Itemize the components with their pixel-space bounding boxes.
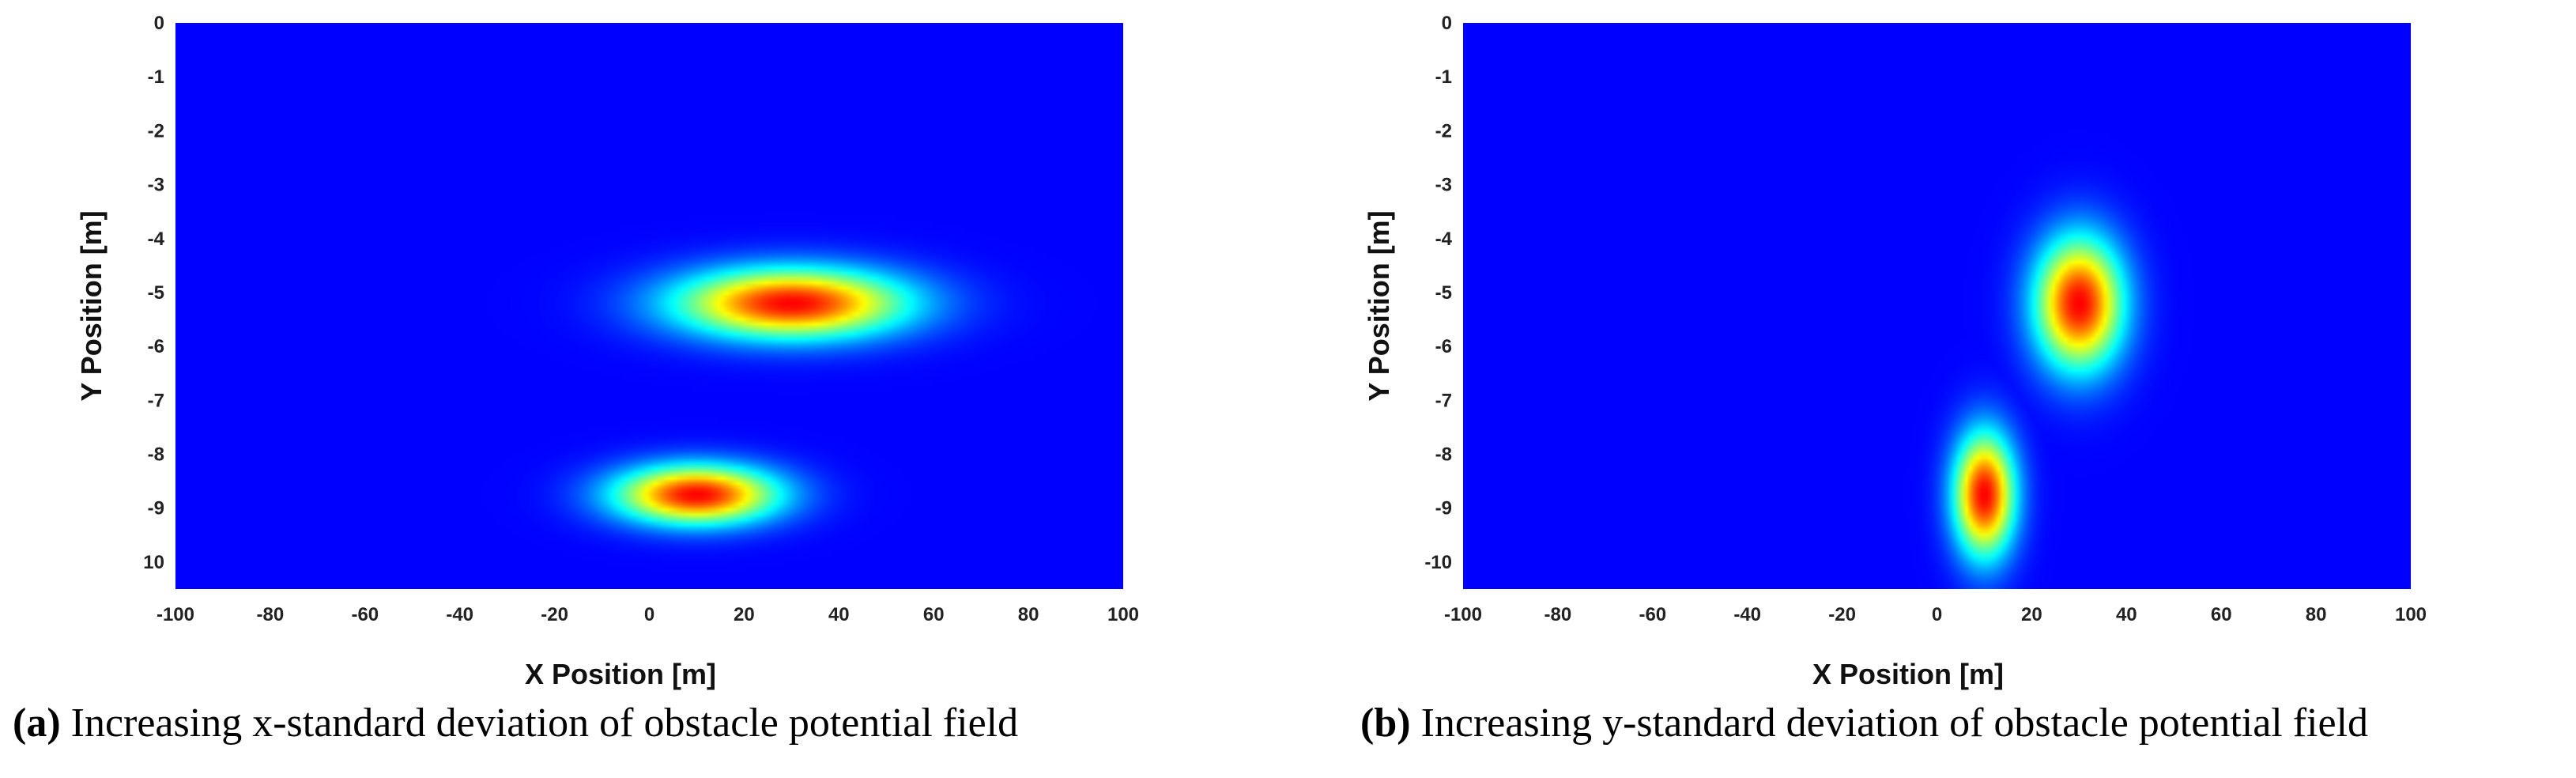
y-tick-label: -7 xyxy=(1435,390,1452,411)
y-tick-label: -3 xyxy=(148,175,164,196)
y-ticks-b: 0 -1 -2 -3 -4 -5 -6 -7 -8 -9 -10 xyxy=(1424,13,1452,573)
y-tick-label: -6 xyxy=(1435,336,1452,357)
x-tick-label: 40 xyxy=(828,604,850,625)
x-tick-label: -20 xyxy=(1828,604,1856,625)
y-tick-label: -8 xyxy=(1435,444,1452,466)
x-axis-label-a: X Position [m] xyxy=(525,658,716,690)
x-axis-label-b: X Position [m] xyxy=(1812,658,2004,690)
y-axis-label-b: Y Position [m] xyxy=(1363,210,1395,401)
x-tick-label: -60 xyxy=(1639,604,1666,625)
x-tick-label: 100 xyxy=(1107,604,1139,625)
x-tick-label: 80 xyxy=(1018,604,1039,625)
y-tick-label: 0 xyxy=(1442,13,1452,34)
x-tick-label: -100 xyxy=(1444,604,1482,625)
x-ticks-b: -100 -80 -60 -40 -20 0 20 40 60 80 100 xyxy=(1444,604,2427,625)
x-tick-label: -100 xyxy=(157,604,194,625)
y-ticks-a: 0 -1 -2 -3 -4 -5 -6 -7 -8 -9 10 xyxy=(143,13,164,573)
y-tick-label: -5 xyxy=(148,282,164,304)
x-tick-label: 80 xyxy=(2306,604,2327,625)
y-tick-label: -5 xyxy=(1435,282,1452,304)
x-tick-label: -80 xyxy=(257,604,285,625)
y-tick-label: -1 xyxy=(148,66,164,88)
x-tick-label: 0 xyxy=(1932,604,1942,625)
plot-area-a xyxy=(175,23,1123,589)
y-tick-label: -4 xyxy=(148,228,165,250)
y-tick-label: -7 xyxy=(148,390,164,411)
x-tick-label: 20 xyxy=(2021,604,2042,625)
x-tick-label: -80 xyxy=(1544,604,1572,625)
panel-a: -100 -80 -60 -40 -20 0 20 40 60 80 100 0 -1 -2 -3 -4 -5… xyxy=(13,13,1139,746)
y-tick-label: -9 xyxy=(1435,498,1452,519)
heatmap-image-b xyxy=(1463,23,2411,589)
caption-text-a: Increasing x-standard deviation of obsta… xyxy=(70,701,1019,746)
x-tick-label: 0 xyxy=(644,604,654,625)
y-tick-label: -10 xyxy=(1424,552,1452,573)
x-tick-label: 60 xyxy=(2211,604,2232,625)
y-tick-label: -4 xyxy=(1435,228,1453,250)
y-tick-label: -8 xyxy=(148,444,164,466)
heatmap-image-a xyxy=(175,23,1123,589)
x-tick-label: -40 xyxy=(446,604,473,625)
y-tick-label: -3 xyxy=(1435,175,1452,196)
y-tick-label: -2 xyxy=(1435,120,1452,142)
caption-text-b: Increasing y-standard deviation of obsta… xyxy=(1420,701,2369,746)
x-ticks-a: -100 -80 -60 -40 -20 0 20 40 60 80 100 xyxy=(157,604,1139,625)
caption-a: (a) Increasing x-standard deviation of o… xyxy=(13,700,1018,746)
y-tick-label: -9 xyxy=(148,498,164,519)
x-tick-label: -20 xyxy=(541,604,568,625)
y-tick-label: 0 xyxy=(154,13,164,34)
caption-b: (b) Increasing y-standard deviation of o… xyxy=(1360,700,2368,746)
x-tick-label: -40 xyxy=(1733,604,1761,625)
x-tick-label: -60 xyxy=(351,604,379,625)
y-axis-label-a: Y Position [m] xyxy=(75,210,107,401)
x-tick-label: 60 xyxy=(923,604,945,625)
plot-area-b xyxy=(1463,23,2411,589)
y-tick-label: -1 xyxy=(1435,66,1452,88)
caption-tag-b: (b) xyxy=(1360,701,1411,746)
x-tick-label: 20 xyxy=(734,604,755,625)
x-tick-label: 40 xyxy=(2116,604,2137,625)
y-tick-label: -6 xyxy=(148,336,164,357)
panel-b: -100 -80 -60 -40 -20 0 20 40 60 80 100 0 -1 -2 -3 -4 -5… xyxy=(1288,0,2575,778)
heatmap-b: -100 -80 -60 -40 -20 0 20 40 60 80 100 0 -1 -2 -3 -4 -5… xyxy=(1363,13,2427,690)
heatmap-a: -100 -80 -60 -40 -20 0 20 40 60 80 100 0 -1 -2 -3 -4 -5… xyxy=(75,13,1139,690)
y-tick-label: -2 xyxy=(148,120,164,142)
x-tick-label: 100 xyxy=(2395,604,2427,625)
caption-tag-a: (a) xyxy=(13,701,61,746)
y-tick-label: 10 xyxy=(143,552,164,573)
